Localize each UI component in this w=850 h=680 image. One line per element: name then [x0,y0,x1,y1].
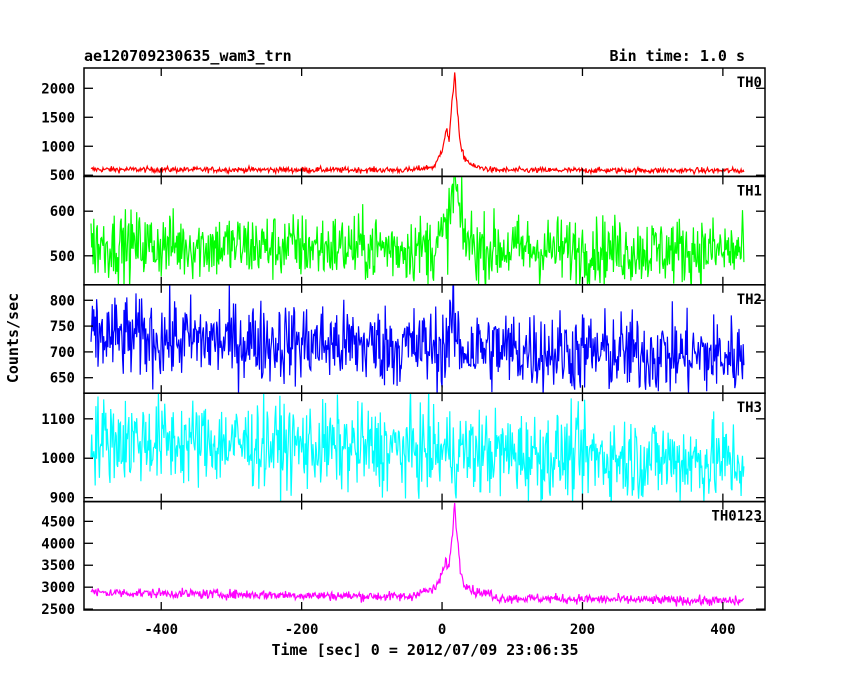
y-tick-label: 4000 [41,536,75,552]
y-tick-label: 700 [50,345,75,361]
panel-th0: 500 1000 1500 2000 TH0 [41,67,766,184]
y-tick-label: 800 [50,293,75,309]
y-tick-label: 1500 [41,110,75,126]
y-tick-label: 500 [50,168,75,184]
y-axis-label: Counts/sec [4,293,22,383]
panel-label: TH0123 [711,509,762,525]
x-tick-label: 0 [438,622,446,638]
panel-label: TH2 [737,292,762,308]
y-tick-label: 1000 [41,451,75,467]
y-tick-label: 3500 [41,558,75,574]
panel-label: TH3 [737,400,762,416]
x-tick-label: -400 [144,622,178,638]
y-tick-label: 1100 [41,412,75,428]
panel-frame [83,67,766,178]
bin-time-label: Bin time: 1.0 s [610,47,745,65]
x-axis-label: Time [sec] 0 = 2012/07/09 23:06:35 [271,641,578,659]
y-tick-label: 4500 [41,514,75,530]
series-th0 [90,72,745,176]
y-tick-label: 2000 [41,81,75,97]
panel-frame [83,500,766,611]
x-tick-label: -200 [285,622,319,638]
panel-th2: 650 700 750 800 TH2 [50,284,766,394]
y-tick-label: 2500 [41,602,75,618]
y-tick-label: 900 [50,491,75,507]
y-tick-label: 750 [50,319,75,335]
series-th0123 [90,502,745,607]
series-th3 [90,393,745,502]
panel-th3: 900 1000 1100 TH3 [41,392,766,507]
x-tick-label: 400 [710,622,735,638]
series-th1 [90,176,745,285]
y-tick-label: 650 [50,371,75,387]
y-tick-label: 3000 [41,580,75,596]
panel-label: TH0 [737,75,762,91]
series-th2 [90,284,745,394]
chart-title: ae120709230635_wam3_trn [84,47,292,65]
y-tick-label: 600 [50,204,75,220]
panel-label: TH1 [737,183,762,199]
y-tick-label: 1000 [41,139,75,155]
panel-th0123: 2500 3000 3500 4000 4500 TH0123 [41,500,766,618]
x-tick-label: 200 [570,622,595,638]
panel-th1: 500 600 TH1 [50,175,766,286]
y-tick-label: 500 [50,249,75,265]
